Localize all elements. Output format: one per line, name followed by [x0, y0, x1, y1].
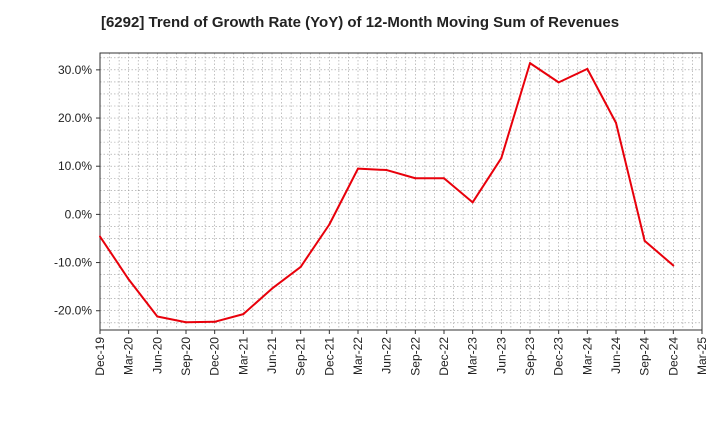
data-point	[672, 264, 675, 267]
x-tick-label: Sep-24	[638, 337, 652, 376]
x-tick-label: Sep-20	[179, 337, 193, 376]
data-point	[443, 177, 445, 180]
data-point	[385, 169, 388, 172]
data-point	[414, 177, 417, 180]
y-tick-label: 20.0%	[58, 111, 92, 125]
data-point	[185, 321, 187, 324]
x-tick-label: Jun-22	[380, 337, 394, 374]
data-point	[271, 287, 273, 290]
x-tick-label: Sep-23	[523, 337, 537, 376]
data-point	[615, 121, 617, 124]
x-tick-label: Mar-21	[236, 337, 250, 375]
x-tick-label: Mar-22	[351, 337, 365, 375]
data-point	[328, 223, 331, 226]
data-point	[156, 315, 159, 318]
x-tick-label: Mar-20	[122, 337, 136, 375]
x-tick-label: Jun-20	[150, 337, 164, 374]
data-point	[357, 167, 359, 170]
y-tick-label: 0.0%	[65, 207, 93, 221]
x-tick-label: Mar-23	[466, 337, 480, 375]
plot-border	[99, 52, 703, 331]
x-tick-label: Sep-22	[408, 337, 422, 376]
data-point	[127, 278, 130, 281]
x-tick-label: Dec-19	[93, 337, 107, 376]
data-point	[643, 239, 646, 242]
data-point	[242, 313, 245, 316]
y-tick-label: -10.0%	[54, 256, 92, 270]
data-point	[99, 235, 101, 238]
x-tick-label: Jun-24	[609, 337, 623, 374]
data-point	[557, 81, 560, 84]
data-point	[500, 157, 503, 160]
chart-title: [6292] Trend of Growth Rate (YoY) of 12-…	[100, 14, 620, 31]
x-tick-label: Sep-21	[294, 337, 308, 376]
x-tick-label: Dec-20	[208, 337, 222, 376]
plot-area	[100, 53, 702, 330]
y-tick-label: 10.0%	[58, 159, 92, 173]
x-tick-label: Mar-24	[580, 337, 594, 375]
x-tick-label: Dec-24	[666, 337, 680, 376]
y-tick-label: -20.0%	[54, 304, 92, 318]
y-tick-label: 30.0%	[58, 63, 92, 77]
x-tick-label: Dec-22	[437, 337, 451, 376]
x-tick-label: Mar-25	[695, 337, 709, 375]
data-point	[213, 320, 216, 323]
x-tick-label: Dec-23	[552, 337, 566, 376]
x-tick-label: Jun-21	[265, 337, 279, 374]
data-point	[529, 62, 531, 65]
data-point	[586, 67, 589, 70]
x-tick-label: Jun-23	[494, 337, 508, 374]
data-point	[471, 201, 474, 204]
data-point	[299, 265, 302, 268]
x-tick-label: Dec-21	[322, 337, 336, 376]
